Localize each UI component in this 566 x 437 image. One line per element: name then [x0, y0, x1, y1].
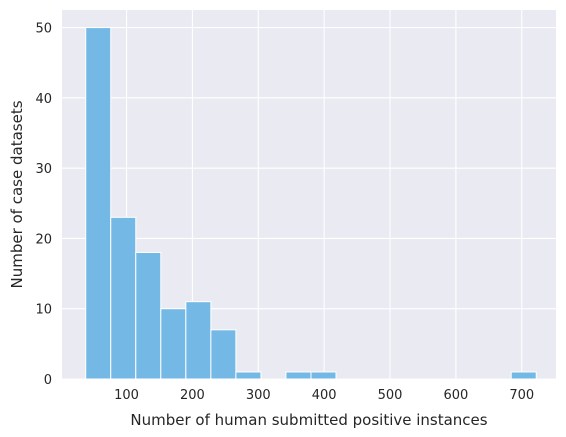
histogram-bar: [210, 329, 237, 380]
x-tick-label: 600: [443, 388, 468, 403]
histogram-bar: [235, 371, 262, 380]
x-tick-label: 100: [114, 388, 139, 403]
bars: [85, 27, 537, 380]
y-tick-label: 40: [35, 92, 52, 107]
x-tick-label: 700: [509, 388, 534, 403]
y-tick-label: 50: [35, 22, 52, 37]
x-axis-label: Number of human submitted positive insta…: [130, 411, 487, 429]
y-axis-ticks: 0 10 20 30 40 50: [35, 22, 52, 388]
x-axis-ticks: 100 200 300 400 500 600 700: [114, 388, 534, 403]
histogram-bar: [160, 308, 187, 380]
histogram-bar: [285, 371, 312, 380]
y-tick-label: 0: [44, 373, 52, 388]
histogram-bar: [310, 371, 337, 380]
x-tick-label: 300: [246, 388, 271, 403]
histogram-bar: [110, 216, 137, 380]
histogram-bar: [185, 301, 212, 380]
histogram-bar: [85, 27, 112, 380]
y-tick-label: 20: [35, 232, 52, 247]
y-tick-label: 10: [35, 303, 52, 318]
y-axis-label: Number of case datasets: [8, 100, 26, 288]
x-tick-label: 500: [378, 388, 403, 403]
x-tick-label: 400: [312, 388, 337, 403]
x-tick-label: 200: [180, 388, 205, 403]
histogram-bar: [135, 251, 162, 380]
y-tick-label: 30: [35, 162, 52, 177]
histogram-bar: [510, 371, 537, 380]
